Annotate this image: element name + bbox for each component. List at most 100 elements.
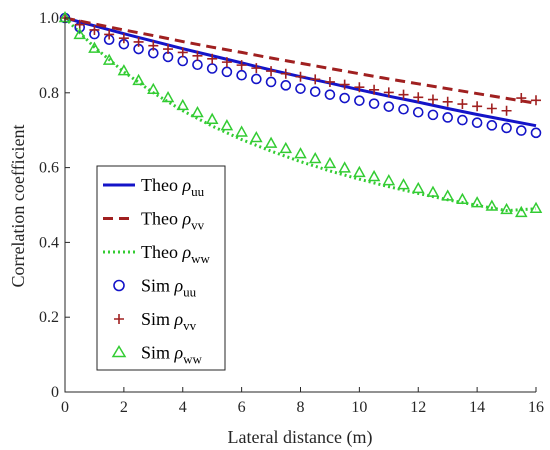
data-point xyxy=(295,83,306,94)
data-point xyxy=(367,169,381,182)
legend-item: Sim ρuu xyxy=(113,276,197,300)
legend-item: Sim ρww xyxy=(111,343,203,367)
data-point xyxy=(308,151,322,164)
data-point xyxy=(441,189,454,201)
y-tick-label: 0.4 xyxy=(39,234,59,251)
data-point xyxy=(236,69,247,81)
series-5 xyxy=(58,10,543,218)
legend-label: Sim ρww xyxy=(141,343,203,367)
x-axis-label: Lateral distance (m) xyxy=(228,427,373,448)
legend-item: Theo ρuu xyxy=(103,175,205,199)
data-point xyxy=(531,95,541,106)
data-point xyxy=(235,125,248,137)
data-point xyxy=(383,87,394,98)
legend-label: Theo ρvv xyxy=(141,209,205,233)
data-point xyxy=(266,66,277,77)
data-point xyxy=(161,90,175,103)
legend: Theo ρuu Theo ρvv Theo ρww Sim ρuu Sim ρvv Si… xyxy=(96,165,226,371)
data-point xyxy=(457,114,468,126)
data-point xyxy=(398,103,409,115)
data-point xyxy=(221,57,232,68)
legend-label: Sim ρuu xyxy=(141,276,197,300)
data-point xyxy=(427,109,439,121)
data-point xyxy=(192,50,203,61)
x-tick-label: 6 xyxy=(238,399,246,416)
data-point xyxy=(368,98,380,109)
y-tick-label: 0.2 xyxy=(39,309,59,326)
data-point xyxy=(117,64,131,76)
data-point xyxy=(205,112,219,124)
legend-item: Sim ρvv xyxy=(114,309,197,333)
data-point xyxy=(516,93,527,104)
data-point xyxy=(339,92,350,104)
data-point xyxy=(515,125,527,136)
data-point xyxy=(457,99,468,110)
y-tick-label: 0.8 xyxy=(39,85,59,102)
axes: 0 2 4 6 8 10 12 14 16 0 0.2 0.4 0.6 0.8 1.0 xyxy=(39,10,544,416)
data-point xyxy=(132,73,145,86)
data-point xyxy=(163,44,174,55)
data-point xyxy=(251,63,262,74)
series-1 xyxy=(64,16,537,105)
data-point xyxy=(383,101,395,112)
data-point xyxy=(485,199,499,211)
data-point xyxy=(398,89,409,100)
data-point xyxy=(324,76,335,87)
data-point xyxy=(251,73,262,85)
data-point xyxy=(191,105,204,118)
y-tick-label: 0 xyxy=(51,384,59,401)
data-point xyxy=(192,59,203,71)
data-point xyxy=(456,192,469,205)
data-point xyxy=(265,76,277,88)
data-point xyxy=(280,80,292,91)
data-point xyxy=(207,53,218,64)
data-point xyxy=(310,74,321,85)
data-point xyxy=(530,127,542,139)
legend-label: Sim ρvv xyxy=(141,309,197,333)
data-point xyxy=(206,63,218,74)
data-point xyxy=(264,136,278,148)
data-point xyxy=(279,141,293,154)
x-tick-label: 10 xyxy=(351,399,367,416)
data-point xyxy=(442,96,453,107)
data-point xyxy=(354,95,365,106)
data-point xyxy=(486,120,498,131)
data-point xyxy=(236,60,247,71)
data-point xyxy=(148,40,159,51)
data-point xyxy=(472,101,483,112)
data-point xyxy=(339,79,350,90)
data-point xyxy=(515,205,528,218)
data-point xyxy=(411,181,425,194)
data-point xyxy=(442,112,453,123)
data-point xyxy=(353,165,366,178)
legend-item: Theo ρvv xyxy=(103,209,205,233)
y-tick-label: 1.0 xyxy=(39,10,59,27)
data-point xyxy=(118,33,129,44)
data-point xyxy=(280,68,291,79)
data-point xyxy=(413,92,424,103)
data-point xyxy=(470,196,484,208)
legend-label: Theo ρww xyxy=(141,242,211,266)
data-point xyxy=(323,156,337,169)
data-point xyxy=(338,161,351,173)
data-point xyxy=(295,71,306,82)
legend-box xyxy=(96,165,226,371)
data-point xyxy=(426,185,440,197)
data-point xyxy=(294,147,307,159)
legend-item: Theo ρww xyxy=(103,242,211,266)
series-line xyxy=(64,16,537,105)
data-point xyxy=(177,47,188,58)
data-point xyxy=(102,53,116,65)
legend-swatch xyxy=(113,279,125,292)
data-point xyxy=(147,82,160,95)
data-point xyxy=(176,98,190,111)
data-point xyxy=(369,84,380,95)
data-point xyxy=(501,122,512,134)
x-tick-label: 8 xyxy=(297,399,305,416)
x-tick-label: 4 xyxy=(179,399,187,416)
data-point xyxy=(250,131,263,143)
data-point xyxy=(220,119,234,131)
data-point xyxy=(324,89,336,100)
data-point xyxy=(529,201,543,213)
